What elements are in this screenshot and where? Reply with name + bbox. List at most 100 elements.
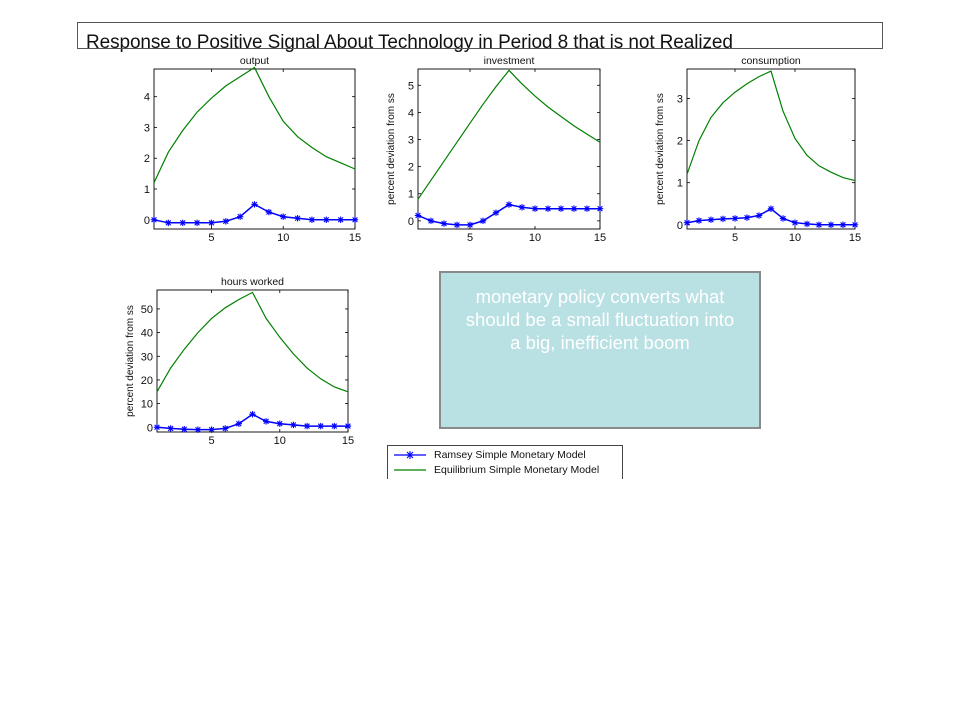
data-point-ramsey	[803, 220, 811, 228]
marker-stroke	[816, 222, 822, 228]
marker-stroke	[480, 218, 486, 224]
marker-stroke	[792, 219, 798, 226]
marker-stroke	[720, 216, 726, 222]
marker-stroke	[493, 209, 499, 216]
data-point-ramsey	[851, 221, 859, 228]
data-point-ramsey	[839, 221, 847, 228]
marker-stroke	[441, 220, 447, 227]
data-point-ramsey	[531, 205, 539, 212]
marker-stroke	[263, 418, 269, 425]
data-point-ramsey	[294, 215, 301, 222]
y-tick-label: 3	[144, 122, 150, 134]
marker-stroke	[756, 212, 762, 219]
data-point-ramsey	[290, 421, 297, 429]
data-point-ramsey	[518, 204, 526, 211]
data-point-ramsey	[337, 216, 344, 223]
marker-stroke	[236, 420, 242, 427]
marker-stroke	[467, 222, 473, 228]
marker-stroke	[532, 205, 538, 212]
data-point-ramsey	[179, 219, 186, 227]
marker-stroke	[237, 213, 243, 220]
y-tick-label: 1	[677, 178, 683, 190]
marker-stroke	[222, 218, 229, 225]
data-point-ramsey	[150, 216, 158, 223]
marker-stroke	[696, 217, 702, 224]
marker-stroke	[780, 215, 786, 222]
x-tick-label: 5	[209, 435, 215, 447]
data-point-ramsey	[303, 422, 311, 430]
data-point-ramsey	[165, 219, 172, 227]
marker-stroke	[323, 216, 330, 223]
data-point-ramsey	[236, 213, 244, 220]
data-point-ramsey	[265, 208, 273, 216]
data-point-ramsey	[262, 418, 270, 425]
data-point-ramsey	[194, 426, 202, 433]
y-tick-label: 4	[144, 92, 150, 104]
data-point-ramsey	[683, 219, 691, 226]
chart-title-consumption: consumption	[741, 55, 801, 67]
data-point-ramsey	[466, 221, 474, 229]
series-line-equilibrium	[686, 70, 856, 182]
data-point-ramsey	[344, 422, 352, 430]
x-tick-label: 5	[467, 232, 473, 244]
marker-stroke	[708, 216, 714, 223]
y-tick-label: 3	[408, 135, 414, 147]
y-tick-label: 10	[141, 399, 153, 411]
data-point-ramsey	[222, 218, 229, 225]
marker-stroke	[317, 423, 324, 429]
data-point-ramsey	[235, 420, 243, 427]
data-point-ramsey	[479, 217, 487, 225]
marker-stroke	[584, 205, 590, 212]
marker-stroke	[309, 216, 315, 223]
legend-swatch-equilibrium	[394, 469, 426, 471]
y-tick-label: 1	[144, 184, 150, 196]
x-tick-label: 10	[789, 232, 801, 244]
data-point-ramsey	[222, 425, 229, 432]
y-tick-label: 0	[144, 215, 150, 227]
y-axis-label-hours-worked: percent deviation from ss	[125, 305, 136, 417]
marker-stroke	[266, 209, 272, 215]
marker-stroke	[519, 204, 525, 211]
y-tick-label: 4	[408, 107, 414, 119]
data-point-ramsey	[208, 219, 215, 227]
marker-stroke	[194, 220, 200, 226]
y-tick-label: 30	[141, 351, 153, 363]
marker-stroke	[415, 212, 421, 219]
marker-stroke	[852, 222, 858, 228]
y-tick-label: 5	[408, 80, 414, 92]
y-tick-label: 50	[141, 304, 153, 316]
plot-frame-hours-worked	[156, 289, 349, 433]
y-tick-label: 1	[408, 189, 414, 201]
marker-stroke	[571, 205, 577, 212]
slide-title-box: Response to Positive Signal About Techno…	[77, 22, 883, 53]
marker-stroke	[744, 214, 750, 221]
y-tick-label: 0	[677, 220, 683, 232]
marker-stroke	[167, 425, 174, 432]
marker-stroke	[804, 221, 810, 227]
data-point-ramsey	[323, 216, 330, 223]
y-tick-label: 2	[408, 162, 414, 174]
y-tick-label: 2	[144, 153, 150, 165]
y-tick-label: 40	[141, 328, 153, 340]
data-point-ramsey	[427, 217, 435, 225]
y-axis-label-investment: percent deviation from ss	[386, 93, 397, 205]
data-point-ramsey	[583, 205, 591, 212]
marker-stroke	[840, 222, 846, 228]
callout-box: monetary policy converts what should be …	[439, 271, 761, 429]
marker-stroke	[154, 424, 160, 431]
chart-title-investment: investment	[484, 55, 535, 67]
y-tick-label: 0	[408, 216, 414, 228]
x-tick-label: 10	[274, 435, 286, 447]
marker-stroke	[428, 218, 434, 224]
data-point-ramsey	[331, 422, 338, 430]
marker-stroke	[276, 420, 283, 427]
marker-stroke	[331, 423, 338, 429]
data-point-ramsey	[317, 422, 324, 430]
data-point-ramsey	[695, 217, 703, 224]
data-point-ramsey	[251, 201, 258, 208]
marker-stroke	[597, 205, 603, 212]
data-point-ramsey	[276, 420, 283, 427]
x-tick-label: 15	[342, 435, 354, 447]
